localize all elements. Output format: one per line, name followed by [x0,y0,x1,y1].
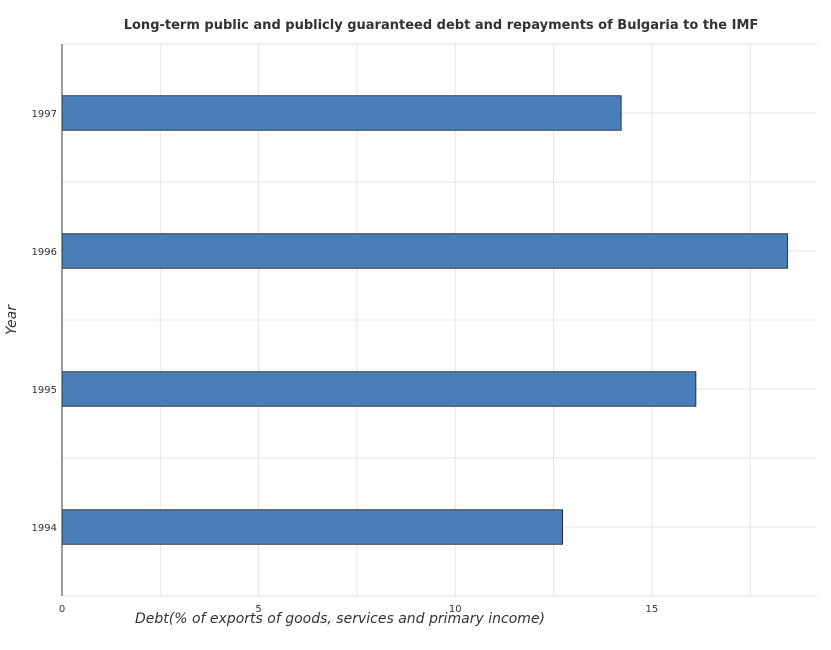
y-tick-label: 1997 [32,109,57,120]
bar-1995 [61,371,697,407]
bar-1996 [61,233,788,269]
x-axis-label: Debt(% of exports of goods, services and… [135,611,545,627]
y-tick-label: 1995 [32,385,57,396]
y-tick-label: 1994 [32,523,57,534]
x-tick-label: 15 [645,604,658,615]
x-tick-label: 5 [255,604,261,615]
x-tick-label: 0 [59,604,65,615]
bar-1997 [61,95,622,131]
chart-title: Long-term public and publicly guaranteed… [124,18,759,33]
bars [61,95,788,545]
y-tick-label: 1996 [32,247,57,258]
x-tick-label: 10 [449,604,462,615]
x-tick-labels: 0 5 10 15 [59,604,658,615]
y-tick-labels: 1994 1995 1996 1997 [32,109,57,534]
bar-1994 [61,509,563,545]
y-axis-label: Year [4,304,20,335]
